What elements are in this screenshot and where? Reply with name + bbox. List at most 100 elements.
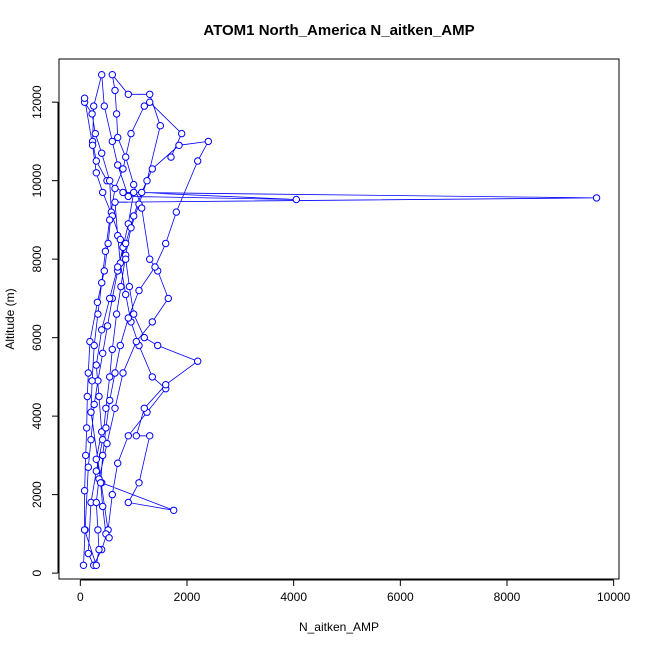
data-point bbox=[90, 341, 98, 350]
x-axis: 0 2000 4000 6000 8000 10000 bbox=[77, 579, 631, 604]
data-point bbox=[132, 337, 141, 346]
data-point bbox=[130, 310, 138, 318]
data-point bbox=[108, 490, 117, 499]
data-point bbox=[104, 239, 112, 248]
data-point bbox=[80, 94, 89, 102]
y-tick-label: 2000 bbox=[30, 481, 44, 508]
data-point bbox=[84, 369, 93, 377]
data-point bbox=[92, 361, 101, 369]
data-point bbox=[88, 110, 96, 118]
x-tick-label: 0 bbox=[77, 590, 84, 604]
data-point bbox=[127, 129, 135, 138]
data-point bbox=[102, 404, 110, 412]
data-point bbox=[114, 161, 122, 169]
plot-area bbox=[79, 71, 601, 569]
series-line bbox=[83, 73, 597, 567]
data-point bbox=[90, 400, 98, 409]
data-point bbox=[167, 153, 175, 161]
x-axis-label: N_aitken_AMP bbox=[299, 620, 379, 634]
data-point bbox=[95, 545, 103, 554]
data-point bbox=[108, 71, 117, 79]
data-point bbox=[162, 239, 170, 248]
data-point bbox=[119, 369, 127, 377]
data-point bbox=[80, 487, 89, 495]
data-point bbox=[114, 133, 122, 142]
data-point bbox=[138, 204, 146, 212]
data-point bbox=[124, 498, 133, 507]
data-point bbox=[112, 310, 121, 318]
data-point bbox=[122, 153, 130, 161]
data-point bbox=[82, 451, 90, 460]
data-point bbox=[79, 561, 88, 569]
data-point bbox=[138, 188, 146, 197]
data-point bbox=[130, 188, 138, 197]
y-tick-label: 12000 bbox=[30, 85, 44, 119]
data-point bbox=[80, 526, 89, 534]
data-point bbox=[94, 526, 102, 534]
data-point bbox=[122, 290, 130, 299]
data-point bbox=[130, 180, 138, 189]
data-point bbox=[92, 561, 101, 569]
y-tick-label: 8000 bbox=[30, 245, 44, 272]
data-point bbox=[92, 455, 101, 463]
data-point bbox=[148, 373, 157, 381]
data-point bbox=[132, 432, 141, 440]
data-point bbox=[93, 298, 102, 306]
data-point bbox=[154, 341, 162, 350]
data-point bbox=[148, 165, 157, 173]
data-point bbox=[105, 534, 113, 542]
data-point bbox=[98, 326, 106, 334]
data-point bbox=[111, 198, 119, 206]
data-point bbox=[116, 341, 125, 350]
data-point bbox=[99, 349, 107, 357]
data-point bbox=[106, 294, 114, 303]
y-tick-label: 4000 bbox=[30, 402, 44, 429]
data-point bbox=[122, 239, 130, 248]
data-point bbox=[91, 129, 100, 138]
data-point bbox=[146, 98, 154, 106]
data-point bbox=[146, 432, 154, 440]
data-point bbox=[119, 188, 127, 197]
x-tick-label: 2000 bbox=[174, 590, 201, 604]
y-axis: 0 2000 4000 6000 8000 10000 12000 bbox=[30, 85, 59, 576]
data-point bbox=[87, 436, 95, 444]
data-point bbox=[175, 141, 183, 150]
data-point bbox=[592, 194, 601, 202]
data-point bbox=[92, 498, 101, 507]
data-point bbox=[95, 392, 103, 401]
data-point bbox=[148, 318, 157, 326]
data-point bbox=[164, 294, 173, 303]
data-point bbox=[99, 188, 107, 197]
y-axis-label: Altitude (m) bbox=[3, 288, 17, 349]
data-point bbox=[98, 149, 106, 157]
data-point bbox=[151, 263, 159, 271]
data-point bbox=[143, 177, 151, 185]
data-point bbox=[84, 463, 93, 471]
data-point bbox=[140, 404, 149, 412]
data-point bbox=[124, 192, 133, 201]
data-point bbox=[111, 369, 119, 377]
y-tick-label: 6000 bbox=[30, 324, 44, 351]
data-point bbox=[122, 255, 130, 263]
data-point bbox=[100, 267, 109, 275]
data-point bbox=[103, 322, 112, 330]
chart-title: ATOM1 North_America N_aitken_AMP bbox=[203, 22, 474, 39]
data-point bbox=[98, 279, 106, 287]
data-point bbox=[170, 506, 178, 514]
data-point bbox=[84, 549, 93, 558]
data-point bbox=[124, 314, 133, 322]
data-point bbox=[156, 122, 165, 130]
data-point bbox=[102, 424, 110, 432]
data-point bbox=[114, 263, 122, 271]
y-tick-label: 10000 bbox=[30, 164, 44, 198]
x-tick-label: 10000 bbox=[597, 590, 631, 604]
data-point bbox=[162, 381, 170, 389]
data-point bbox=[92, 169, 101, 177]
data-point bbox=[204, 137, 213, 146]
y-tick-label: 0 bbox=[30, 569, 44, 576]
data-point bbox=[101, 247, 110, 256]
data-point bbox=[92, 157, 101, 165]
data-point bbox=[146, 255, 154, 263]
data-point bbox=[178, 129, 186, 138]
plot-frame bbox=[58, 58, 620, 580]
